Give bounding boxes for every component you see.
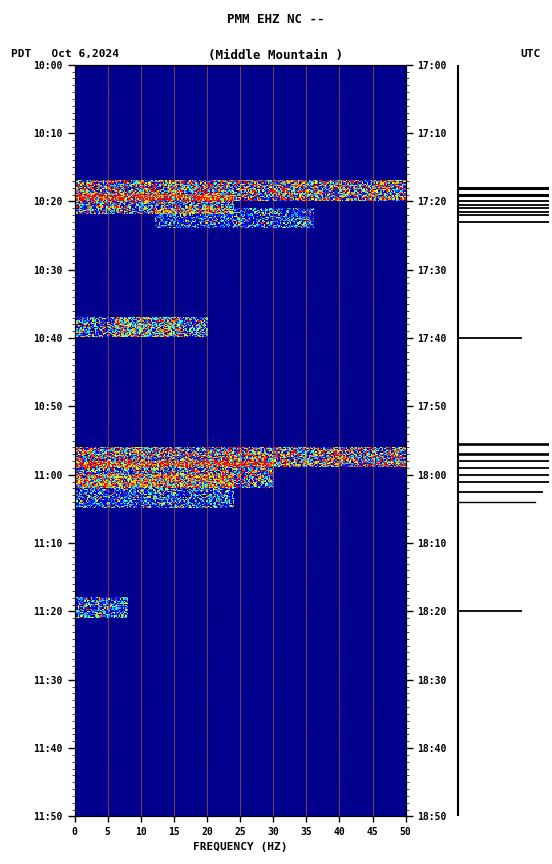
Text: PMM EHZ NC --: PMM EHZ NC -- [227, 13, 325, 26]
Text: PDT   Oct 6,2024: PDT Oct 6,2024 [11, 48, 119, 59]
Text: (Middle Mountain ): (Middle Mountain ) [209, 48, 343, 61]
Text: UTC: UTC [521, 48, 541, 59]
X-axis label: FREQUENCY (HZ): FREQUENCY (HZ) [193, 842, 288, 853]
